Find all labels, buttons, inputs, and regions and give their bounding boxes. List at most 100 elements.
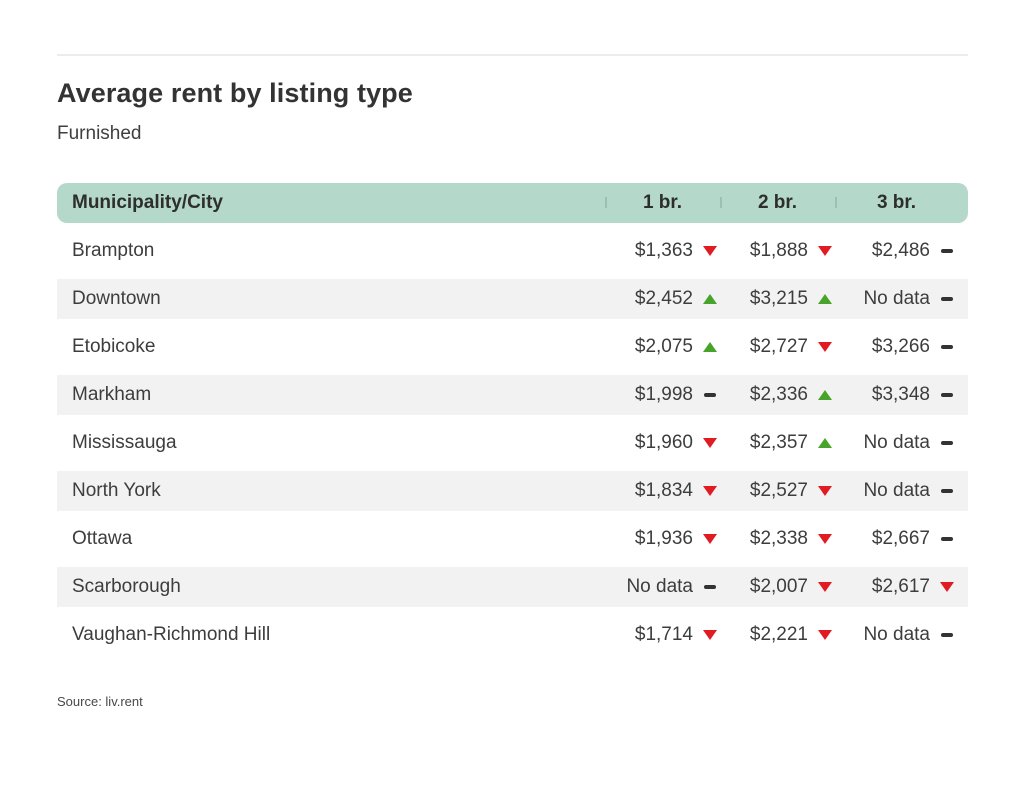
- trend-down-icon-slot: [702, 437, 717, 448]
- header-municipality-city: Municipality/City: [72, 191, 223, 213]
- trend-down-icon-slot: [702, 533, 717, 544]
- rent-value: $2,357: [749, 431, 808, 453]
- trend-down-icon: [817, 581, 832, 592]
- rent-cell-3br: $3,348: [835, 384, 968, 406]
- trend-down-icon: [702, 437, 717, 448]
- rent-cell-3br: $2,617: [835, 576, 968, 598]
- rent-value: $1,888: [749, 239, 808, 261]
- rent-value: $2,486: [871, 239, 930, 261]
- page-subtitle: Furnished: [57, 123, 142, 145]
- rent-cell-3br: No data: [835, 624, 968, 646]
- header-3br-label: 3 br.: [876, 191, 917, 213]
- trend-flat-icon-slot: [939, 488, 954, 493]
- table-row: North York $1,834 $2,527 No data: [57, 470, 968, 511]
- table-body: Brampton $1,363 $1,888 $2,486 Downtown $…: [57, 230, 968, 655]
- trend-up-icon: [817, 293, 832, 304]
- rent-value: $1,936: [634, 527, 693, 549]
- trend-up-icon-slot: [817, 389, 832, 400]
- rent-value: $2,007: [749, 575, 808, 597]
- header-3br: 3 br.: [835, 192, 968, 214]
- city-name-cell: Mississauga: [72, 431, 177, 453]
- header-2br-label: 2 br.: [757, 191, 798, 213]
- rent-value: $3,266: [871, 335, 930, 357]
- rent-value: $1,960: [634, 431, 693, 453]
- trend-down-icon: [817, 533, 832, 544]
- trend-down-icon-slot: [702, 245, 717, 256]
- trend-flat-icon-slot: [939, 632, 954, 637]
- rent-cell-1br: $1,714: [605, 624, 720, 646]
- trend-down-icon-slot: [817, 533, 832, 544]
- trend-flat-icon-slot: [702, 584, 717, 589]
- rent-cell-2br: $2,357: [720, 432, 835, 454]
- rent-value: $2,667: [871, 527, 930, 549]
- city-name-cell: Ottawa: [72, 527, 133, 549]
- rent-cell-1br: $1,998: [605, 384, 720, 406]
- rent-value: $3,348: [871, 383, 930, 405]
- trend-down-icon: [702, 533, 717, 544]
- rent-value: $2,527: [749, 479, 808, 501]
- rent-cell-1br: No data: [605, 576, 720, 598]
- trend-flat-icon: [940, 248, 953, 253]
- page-title: Average rent by listing type: [57, 78, 413, 108]
- rent-cell-3br: $2,667: [835, 528, 968, 550]
- top-divider-rule: [57, 54, 968, 56]
- trend-flat-icon-slot: [939, 440, 954, 445]
- rent-value: $1,363: [634, 239, 693, 261]
- rent-value: $2,075: [634, 335, 693, 357]
- trend-flat-icon: [940, 296, 953, 301]
- rent-value: No data: [863, 431, 930, 453]
- rent-cell-2br: $3,215: [720, 288, 835, 310]
- rent-cell-1br: $1,936: [605, 528, 720, 550]
- rent-cell-1br: $1,834: [605, 480, 720, 502]
- trend-down-icon-slot: [817, 581, 832, 592]
- table-row: Vaughan-Richmond Hill $1,714 $2,221 No d…: [57, 614, 968, 655]
- rent-cell-2br: $2,527: [720, 480, 835, 502]
- header-1br: 1 br.: [605, 192, 720, 214]
- trend-down-icon: [702, 245, 717, 256]
- header-1br-label: 1 br.: [642, 191, 683, 213]
- trend-flat-icon: [940, 488, 953, 493]
- table-row: Brampton $1,363 $1,888 $2,486: [57, 230, 968, 271]
- trend-flat-icon-slot: [939, 296, 954, 301]
- trend-up-icon-slot: [702, 341, 717, 352]
- city-name-cell: Brampton: [72, 239, 155, 261]
- trend-down-icon-slot: [817, 629, 832, 640]
- header-column-divider: [720, 196, 722, 208]
- rent-cell-1br: $1,363: [605, 240, 720, 262]
- rent-cell-2br: $2,336: [720, 384, 835, 406]
- trend-flat-icon: [940, 440, 953, 445]
- rent-cell-2br: $2,727: [720, 336, 835, 358]
- header-column-divider: [835, 196, 837, 208]
- header-column-divider: [605, 196, 607, 208]
- rent-value: $2,452: [634, 287, 693, 309]
- trend-flat-icon: [703, 392, 716, 397]
- table-row: Markham $1,998 $2,336 $3,348: [57, 374, 968, 415]
- rent-value: No data: [863, 623, 930, 645]
- trend-up-icon: [702, 293, 717, 304]
- trend-up-icon: [817, 437, 832, 448]
- table-row: Mississauga $1,960 $2,357 No data: [57, 422, 968, 463]
- trend-up-icon-slot: [702, 293, 717, 304]
- table-row: Etobicoke $2,075 $2,727 $3,266: [57, 326, 968, 367]
- trend-down-icon: [702, 485, 717, 496]
- rent-cell-3br: No data: [835, 288, 968, 310]
- trend-down-icon: [817, 629, 832, 640]
- source-attribution: Source: liv.rent: [57, 693, 143, 709]
- table-header-row: Municipality/City 1 br. 2 br. 3 br.: [57, 182, 968, 223]
- trend-flat-icon-slot: [939, 248, 954, 253]
- table-row: Scarborough No data $2,007 $2,617: [57, 566, 968, 607]
- rent-value: $2,617: [871, 575, 930, 597]
- rent-value: $1,834: [634, 479, 693, 501]
- trend-down-icon: [817, 245, 832, 256]
- rent-value: No data: [863, 479, 930, 501]
- trend-up-icon: [702, 341, 717, 352]
- trend-flat-icon-slot: [939, 536, 954, 541]
- rent-cell-2br: $2,338: [720, 528, 835, 550]
- rent-value: $2,338: [749, 527, 808, 549]
- rent-value: $1,998: [634, 383, 693, 405]
- trend-down-icon-slot: [939, 581, 954, 592]
- trend-up-icon-slot: [817, 293, 832, 304]
- city-name-cell: Markham: [72, 383, 152, 405]
- trend-flat-icon-slot: [939, 392, 954, 397]
- average-rent-table: Municipality/City 1 br. 2 br. 3 br. Bram…: [57, 182, 968, 655]
